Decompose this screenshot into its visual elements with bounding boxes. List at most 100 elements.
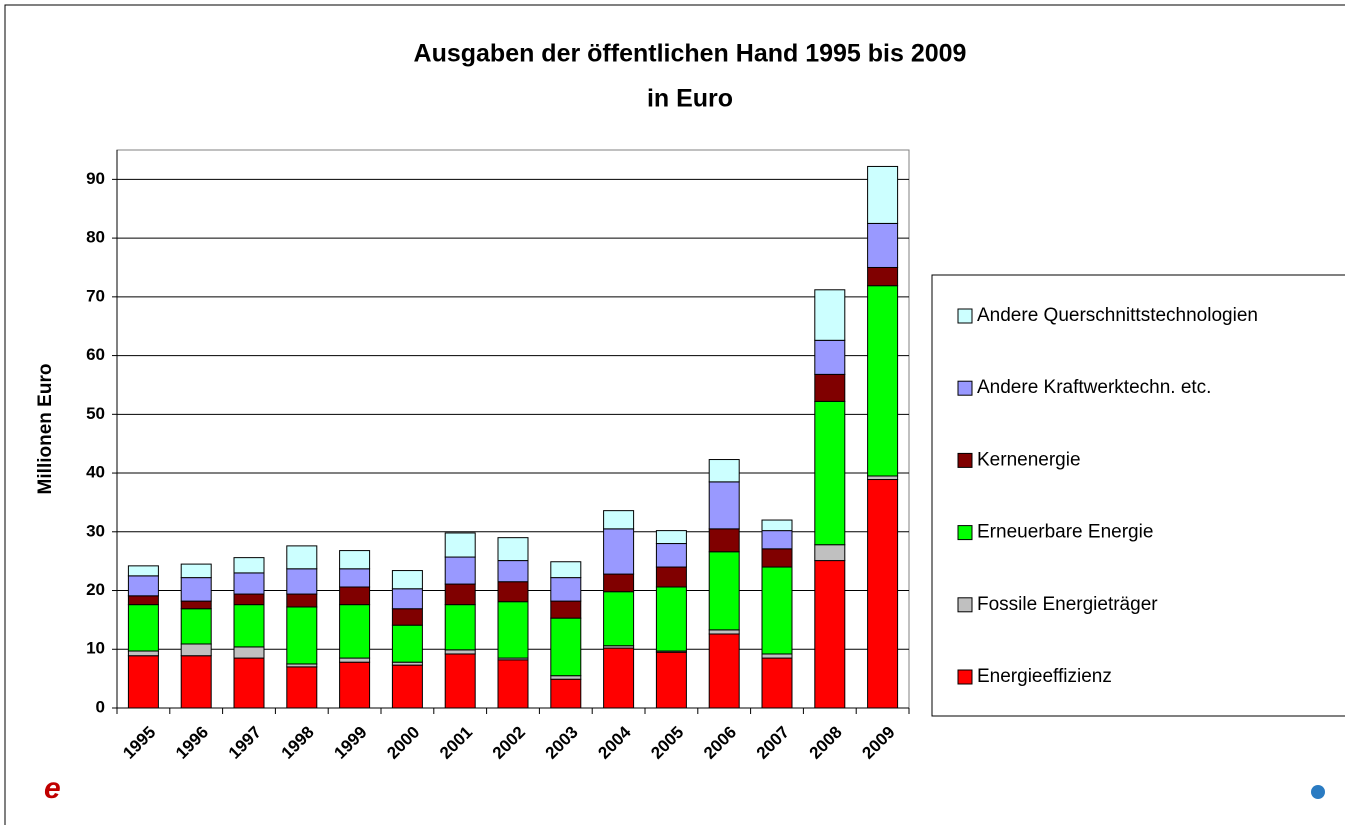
bar-segment [127,575,159,597]
legend-swatch [957,380,973,396]
bar-segment [655,651,687,709]
bar-segment [497,537,529,562]
bar-segment [550,678,582,709]
chart-subtitle: in Euro [647,85,733,113]
y-tick-label: 0 [96,697,105,716]
y-tick-label: 90 [86,169,105,188]
bar-segment [444,653,476,709]
y-tick-label: 10 [86,639,105,658]
bar-segment [180,563,212,579]
bar-segment [761,566,793,655]
bar-segment [708,481,740,530]
bar-segment [867,475,899,481]
bar-segment [391,664,423,709]
bar-segment [814,289,846,341]
bar-segment [761,530,793,550]
legend-label: Andere Querschnittstechnologien [977,305,1258,326]
bar-segment [761,657,793,709]
bar-segment [867,165,899,224]
y-tick-label: 70 [86,286,105,305]
bar-segment [391,570,423,590]
legend-label: Kernenergie [977,449,1081,470]
bar-segment [655,543,687,568]
y-tick-label: 80 [86,228,105,247]
bar-segment [286,593,318,608]
bar-segment [339,604,371,659]
bar-segment [339,586,371,606]
bar-segment [708,633,740,709]
bar-segment [180,643,212,657]
bar-segment [127,650,159,657]
legend-box [931,274,1345,717]
bar-segment [655,586,687,652]
y-axis-label: Millionen Euro [35,364,56,495]
bar-segment [444,556,476,585]
bar-segment [233,557,265,574]
bar-segment [339,661,371,709]
legend-swatch [957,597,973,613]
y-tick-label: 50 [86,404,105,423]
bar-segment [814,373,846,402]
bar-segment [761,653,793,659]
bar-segment [550,600,582,619]
bar-segment [391,608,423,626]
bar-segment [286,568,318,595]
bar-segment [286,666,318,709]
bar-segment [339,657,371,663]
bar-segment [603,647,635,709]
bar-segment [867,266,899,287]
bar-segment [603,528,635,575]
chart-title: Ausgaben der öffentlichen Hand 1995 bis … [414,40,967,68]
bar-segment [233,572,265,595]
y-tick-label: 60 [86,345,105,364]
bar-segment [127,595,159,606]
bar-segment [339,568,371,588]
legend-swatch [957,452,973,468]
bar-segment [603,591,635,647]
bar-segment [603,573,635,593]
bar-segment [180,655,212,709]
legend-swatch [957,525,973,541]
bar-segment [444,649,476,655]
bar-segment [127,604,159,652]
bar-segment [444,532,476,558]
legend-label: Erneuerbare Energie [977,522,1153,543]
bar-segment [127,565,159,577]
bar-segment [550,617,582,677]
bar-segment [286,606,318,665]
bar-segment [497,560,529,583]
bar-segment [233,646,265,659]
bar-segment [444,583,476,606]
bar-segment [603,510,635,530]
bar-segment [127,655,159,709]
bar-segment [180,608,212,645]
bar-segment [233,657,265,709]
bar-segment [814,400,846,546]
bar-segment [444,604,476,651]
bar-segment [708,629,740,635]
bar-segment [708,528,740,553]
legend-label: Andere Kraftwerktechn. etc. [977,377,1211,398]
bar-segment [814,544,846,562]
bar-segment [550,675,582,680]
bar-segment [497,601,529,659]
bar-segment [497,581,529,603]
bar-segment [655,530,687,545]
bar-segment [814,339,846,375]
bar-segment [180,600,212,610]
bar-segment [867,479,899,709]
y-tick-label: 20 [86,580,105,599]
bar-segment [814,560,846,709]
logo-right [1311,785,1325,799]
bar-segment [867,285,899,477]
bar-segment [655,566,687,588]
bar-segment [286,545,318,570]
bar-segment [339,550,371,570]
bar-segment [708,551,740,631]
y-tick-label: 40 [86,463,105,482]
bar-segment [761,548,793,568]
bar-segment [550,577,582,602]
logo-left: e [44,772,61,805]
bar-segment [391,588,423,610]
